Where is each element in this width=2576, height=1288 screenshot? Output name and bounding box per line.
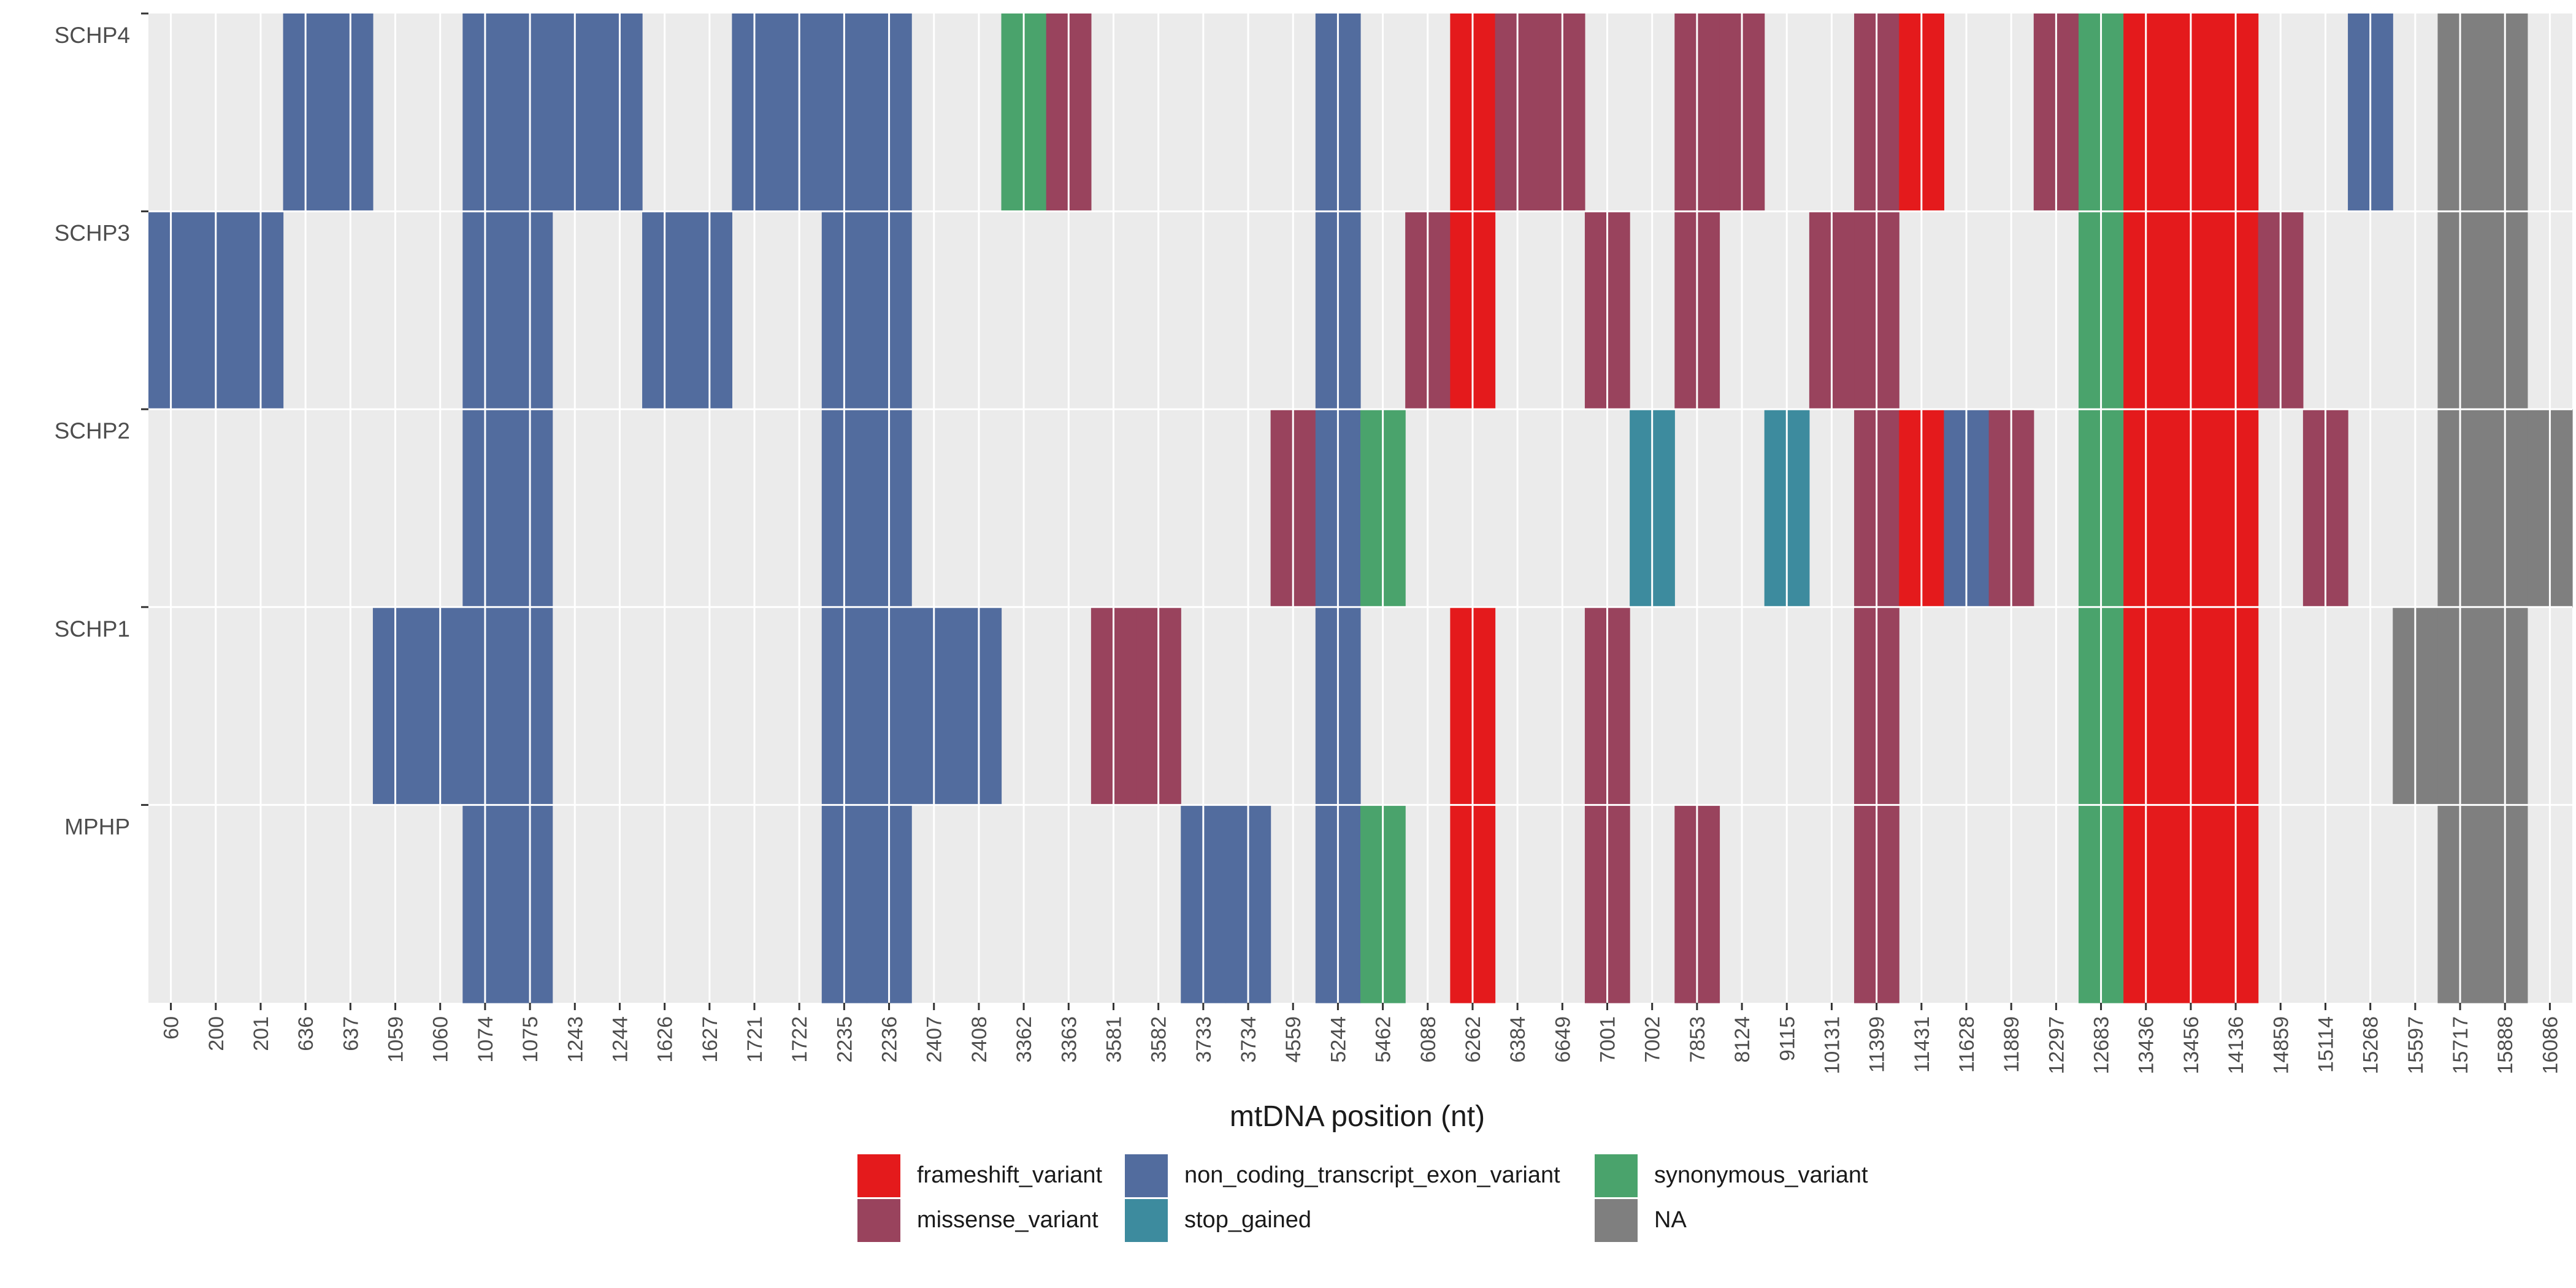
x-tick-label: 13436	[2135, 1016, 2158, 1075]
x-tick-label: 636	[294, 1016, 318, 1051]
legend-key-non-coding-transcript-exon-variant	[1125, 1154, 1168, 1197]
legend-label: synonymous_variant	[1654, 1162, 1868, 1188]
x-tick-label: 5462	[1372, 1016, 1395, 1063]
x-tick-label: 3363	[1057, 1016, 1081, 1063]
x-tick-label: 1722	[788, 1016, 811, 1063]
x-tick-label: 6384	[1506, 1016, 1530, 1063]
x-tick-label: 1059	[385, 1016, 408, 1063]
x-tick-label: 11431	[1911, 1016, 1934, 1073]
x-axis: 60 200 201 636 637 1059 1060 1074 1075 1243 1244 16…	[160, 1003, 2562, 1075]
y-tick-label: MPHP	[64, 814, 130, 839]
x-tick-label: 13456	[2180, 1016, 2203, 1075]
x-tick-label: 2236	[878, 1016, 902, 1063]
legend-key-na	[1595, 1199, 1638, 1242]
x-tick-label: 2407	[923, 1016, 946, 1063]
y-tick-label: SCHP4	[55, 23, 130, 48]
x-tick-label: 15114	[2315, 1016, 2338, 1073]
x-tick-label: 14136	[2225, 1016, 2248, 1075]
x-tick-label: 1244	[608, 1016, 632, 1063]
x-tick-label: 11628	[1955, 1016, 1979, 1073]
x-tick-label: 3733	[1192, 1016, 1216, 1063]
x-tick-label: 200	[205, 1016, 228, 1051]
x-tick-label: 11399	[1866, 1016, 1889, 1073]
x-tick-label: 7001	[1597, 1016, 1620, 1063]
legend-key-synonymous-variant	[1595, 1154, 1638, 1197]
x-tick-label: 9115	[1776, 1016, 1799, 1061]
x-tick-label: 4559	[1282, 1016, 1305, 1063]
x-tick-label: 5244	[1327, 1016, 1350, 1063]
grid-lines	[148, 13, 2572, 1003]
x-tick-label: 1060	[429, 1016, 453, 1063]
x-tick-label: 3362	[1013, 1016, 1036, 1063]
x-tick-label: 7853	[1686, 1016, 1709, 1063]
x-tick-label: 6088	[1417, 1016, 1440, 1063]
x-tick-label: 8124	[1731, 1016, 1754, 1063]
x-tick-label: 15717	[2449, 1016, 2472, 1075]
x-tick-label: 11889	[2000, 1016, 2023, 1073]
y-tick-label: SCHP3	[55, 221, 130, 246]
x-tick-label: 14859	[2269, 1016, 2293, 1075]
legend-label: non_coding_transcript_exon_variant	[1184, 1162, 1560, 1188]
x-tick-label: 1626	[654, 1016, 677, 1063]
x-tick-label: 16086	[2539, 1016, 2562, 1075]
x-tick-label: 15888	[2494, 1016, 2517, 1075]
legend-label: stop_gained	[1184, 1207, 1311, 1233]
x-tick-label: 1074	[474, 1016, 497, 1063]
x-tick-label: 1243	[564, 1016, 587, 1063]
x-tick-label: 1075	[519, 1016, 542, 1063]
legend-label: NA	[1654, 1207, 1687, 1233]
x-tick-label: 637	[339, 1016, 362, 1051]
y-tick-label: SCHP2	[55, 418, 130, 443]
x-tick-label: 7002	[1641, 1016, 1665, 1063]
x-tick-label: 10131	[1820, 1016, 1844, 1075]
heatmap-cells	[148, 13, 2573, 1003]
x-axis-title: mtDNA position (nt)	[1230, 1100, 1485, 1133]
x-tick-label: 1627	[699, 1016, 722, 1063]
x-tick-label: 3581	[1103, 1016, 1126, 1063]
legend-key-missense-variant	[857, 1199, 900, 1242]
legend-label: frameshift_variant	[917, 1162, 1102, 1188]
legend-key-frameshift-variant	[857, 1154, 900, 1197]
x-tick-label: 201	[250, 1016, 273, 1051]
x-tick-label: 3734	[1237, 1016, 1260, 1063]
legend-label: missense_variant	[917, 1207, 1098, 1233]
x-tick-label: 1721	[743, 1016, 767, 1063]
x-tick-label: 6649	[1551, 1016, 1574, 1063]
x-tick-label: 12683	[2090, 1016, 2114, 1075]
x-tick-label: 6262	[1462, 1016, 1485, 1063]
x-tick-label: 60	[160, 1016, 183, 1040]
y-axis: SCHP4 SCHP3 SCHP2 SCHP1 MPHP	[55, 12, 148, 839]
legend-key-stop-gained	[1125, 1199, 1168, 1242]
x-tick-label: 2408	[968, 1016, 991, 1063]
y-tick-label: SCHP1	[55, 616, 130, 642]
x-tick-label: 12297	[2045, 1016, 2068, 1075]
x-tick-label: 2235	[833, 1016, 856, 1063]
x-tick-label: 3582	[1148, 1016, 1171, 1063]
x-tick-label: 15268	[2359, 1016, 2383, 1075]
legend: frameshift_variant missense_variant non_co…	[857, 1154, 1868, 1242]
x-tick-label: 15597	[2404, 1016, 2428, 1075]
